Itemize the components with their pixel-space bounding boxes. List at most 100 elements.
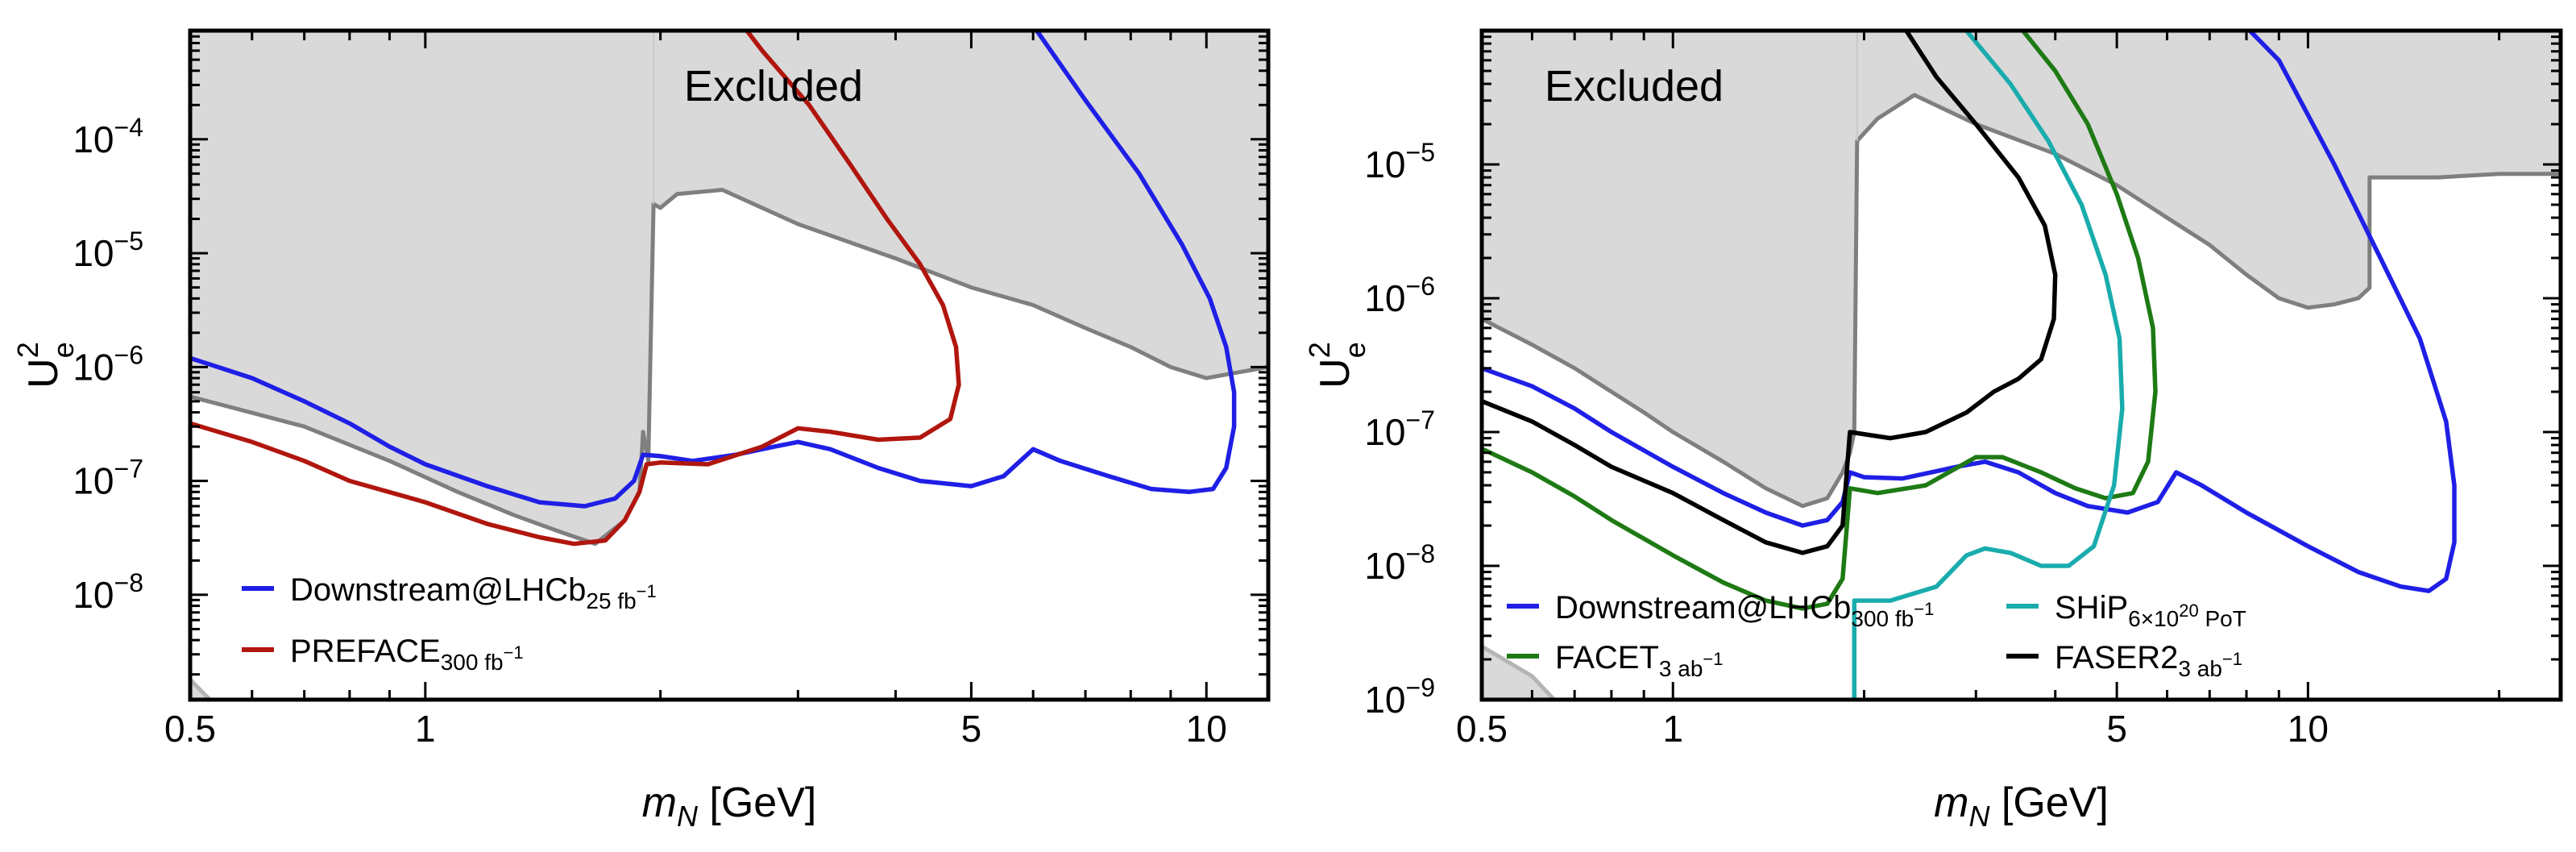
x-tick-label: 10 xyxy=(2288,708,2329,750)
legend-item-faser2: FASER23 ab−1 xyxy=(2006,640,2242,681)
y-axis-base: U xyxy=(1312,358,1359,389)
x-axis-var: m xyxy=(642,779,677,826)
y-tick-exponent: −8 xyxy=(114,568,143,597)
excluded-label: Excluded xyxy=(684,62,863,110)
legend-sub: 3 ab xyxy=(2178,656,2222,681)
y-tick-exponent: −5 xyxy=(114,227,143,256)
x-tick-label: 0.5 xyxy=(1456,708,1508,750)
legend-label: FASER23 ab−1 xyxy=(2055,640,2242,681)
legend-item-preface: PREFACE300 fb−1 xyxy=(242,634,524,675)
y-tick-exponent: −6 xyxy=(1406,272,1435,301)
excluded-region xyxy=(1482,31,2561,506)
x-axis-unit: [GeV] xyxy=(1989,779,2108,826)
y-axis-base: U xyxy=(20,358,67,389)
y-tick-label: 10−8 xyxy=(1364,539,1435,587)
y-tick-mantissa: 10 xyxy=(1364,277,1405,319)
excluded-boundary xyxy=(190,188,1268,547)
y-tick-mantissa: 10 xyxy=(1364,679,1405,721)
series-line-preface xyxy=(190,31,961,547)
y-axis-sup: 2 xyxy=(11,342,44,358)
x-axis-sub: N xyxy=(677,800,699,833)
x-tick-label: 5 xyxy=(2106,708,2127,750)
svg-text:U2e: U2e xyxy=(1303,342,1371,389)
series-line-faser2 xyxy=(1482,31,2058,555)
legend-item-facet: FACET3 ab−1 xyxy=(1507,640,1724,681)
legend-sub: 6×10 xyxy=(2128,606,2179,631)
y-tick-label: 10−4 xyxy=(73,113,143,160)
legend-name: Downstream@LHCb xyxy=(290,572,586,608)
legend-sup: −1 xyxy=(637,581,657,601)
plot-frame xyxy=(1479,28,2563,702)
y-tick-exponent: −4 xyxy=(114,113,143,142)
legend-sub-tail: PoT xyxy=(2199,606,2246,631)
plot-area xyxy=(190,31,1268,700)
series-line-ship xyxy=(1852,31,2125,700)
legend-name: FASER2 xyxy=(2055,640,2178,675)
legend-label: Downstream@LHCb300 fb−1 xyxy=(1555,590,1934,631)
legend-sub: 300 fb xyxy=(441,650,504,675)
x-tick-label: 1 xyxy=(415,708,436,750)
legend-name: SHiP xyxy=(2055,590,2128,625)
legend-label: Downstream@LHCb25 fb−1 xyxy=(290,572,657,613)
y-axis-sub: e xyxy=(1338,342,1371,358)
legend-sub: 3 ab xyxy=(1659,656,1703,681)
y-tick-exponent: −7 xyxy=(114,455,143,484)
legend-label: FACET3 ab−1 xyxy=(1555,640,1724,681)
legend-label: PREFACE300 fb−1 xyxy=(290,634,524,675)
y-tick-label: 10−5 xyxy=(1364,138,1435,185)
y-tick-mantissa: 10 xyxy=(73,346,114,388)
x-tick-label: 10 xyxy=(1186,708,1227,750)
y-tick-mantissa: 10 xyxy=(73,118,114,160)
plot-area xyxy=(1482,31,2561,700)
y-tick-mantissa: 10 xyxy=(1364,411,1405,453)
legend-sub: 300 fb xyxy=(1851,606,1914,631)
legend-sub-sup: 20 xyxy=(2179,601,2198,621)
legend-sup: −1 xyxy=(2222,649,2242,669)
x-tick-label: 0.5 xyxy=(164,708,216,750)
x-axis-unit: [GeV] xyxy=(698,779,816,826)
x-axis-sub: N xyxy=(1968,800,1990,833)
x-axis-var: m xyxy=(1934,779,1968,826)
x-tick-label: 5 xyxy=(961,708,982,750)
legend-name: Downstream@LHCb xyxy=(1555,590,1851,625)
x-tick-label: 1 xyxy=(1662,708,1683,750)
series-line-facet xyxy=(1482,31,2158,611)
y-tick-label: 10−7 xyxy=(1364,405,1435,453)
legend-item-ship: SHiP6×1020 PoT xyxy=(2006,590,2246,631)
svg-text:U2e: U2e xyxy=(11,342,80,389)
excluded-region xyxy=(190,31,1268,544)
legend-sub: 25 fb xyxy=(586,588,636,613)
y-tick-mantissa: 10 xyxy=(1364,143,1405,185)
y-tick-exponent: −8 xyxy=(1406,539,1435,568)
y-tick-label: 10−6 xyxy=(1364,272,1435,319)
legend-name: PREFACE xyxy=(290,634,441,669)
legend-item-downstream-lhcb: Downstream@LHCb300 fb−1 xyxy=(1507,590,1934,631)
y-tick-mantissa: 10 xyxy=(73,574,114,616)
plot-frame xyxy=(188,28,1271,702)
x-axis-label: mN [GeV] xyxy=(1934,779,2109,833)
y-tick-label: 10−8 xyxy=(73,568,143,616)
legend-label: SHiP6×1020 PoT xyxy=(2055,590,2246,631)
tick-marks xyxy=(1480,29,2561,701)
y-tick-label: 10−9 xyxy=(1364,673,1435,721)
legend-item-downstream-lhcb: Downstream@LHCb25 fb−1 xyxy=(242,572,657,613)
y-tick-label: 10−6 xyxy=(73,340,143,388)
y-axis-label: U2e xyxy=(1303,342,1371,389)
y-tick-exponent: −7 xyxy=(1406,405,1435,434)
y-tick-label: 10−7 xyxy=(73,455,143,502)
series-line-downstream-lhcb xyxy=(190,31,1237,509)
legend-sup: −1 xyxy=(504,642,524,663)
y-tick-exponent: −9 xyxy=(1406,673,1435,702)
y-tick-label: 10−5 xyxy=(73,227,143,274)
legend-name: FACET xyxy=(1555,640,1659,675)
legend-sup: −1 xyxy=(1914,599,1934,619)
y-axis-sup: 2 xyxy=(1303,342,1336,358)
x-axis-label: mN [GeV] xyxy=(642,779,817,833)
excluded-corner xyxy=(1482,643,1558,700)
excluded-label: Excluded xyxy=(1545,62,1724,110)
legend-sup: −1 xyxy=(1703,649,1723,669)
tick-marks xyxy=(189,29,1268,700)
